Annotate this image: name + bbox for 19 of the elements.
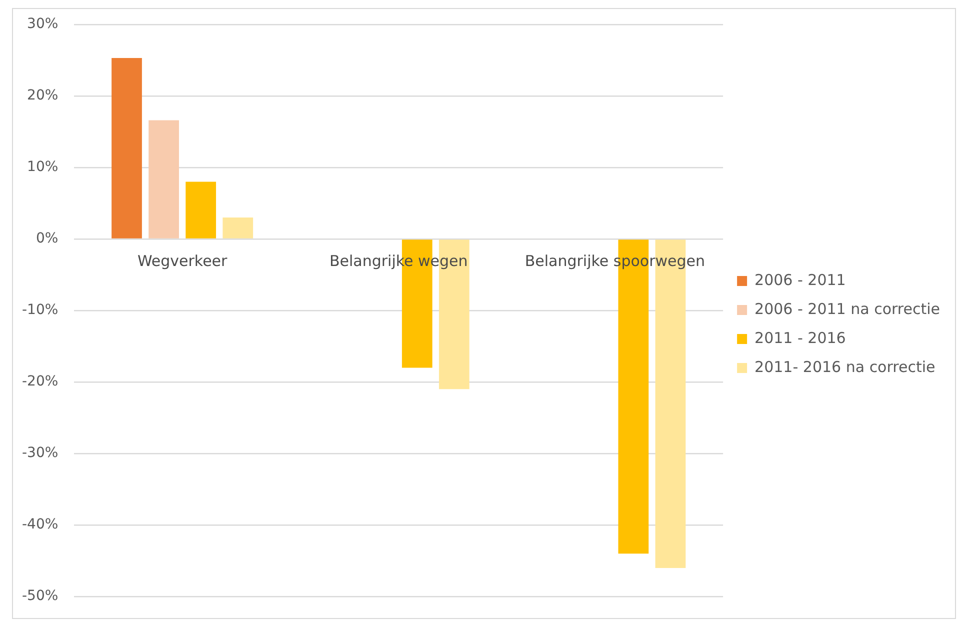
y-tick-label: -30% bbox=[22, 445, 58, 462]
bar bbox=[186, 182, 216, 238]
legend-label: 2006 - 2011 na correctie bbox=[754, 300, 940, 318]
y-tick-label: -40% bbox=[22, 516, 58, 533]
x-tick-label: Belangrijke spoorwegen bbox=[524, 252, 705, 270]
legend-label: 2011- 2016 na correctie bbox=[754, 358, 936, 376]
y-tick-label: 10% bbox=[27, 159, 58, 176]
y-tick-label: 30% bbox=[27, 16, 58, 32]
legend-label: 2006 - 2011 bbox=[754, 270, 846, 289]
x-tick-label: Wegverkeer bbox=[137, 252, 228, 270]
y-tick-label: 0% bbox=[36, 230, 58, 247]
bar bbox=[112, 58, 142, 238]
y-tick-label: 20% bbox=[27, 88, 58, 104]
y-tick-label: -10% bbox=[22, 302, 58, 318]
y-tick-label: -20% bbox=[22, 374, 58, 390]
bar bbox=[148, 120, 179, 238]
y-tick-label: -50% bbox=[22, 588, 58, 604]
legend-label: 2011 - 2016 bbox=[754, 328, 846, 347]
bar bbox=[222, 218, 254, 238]
